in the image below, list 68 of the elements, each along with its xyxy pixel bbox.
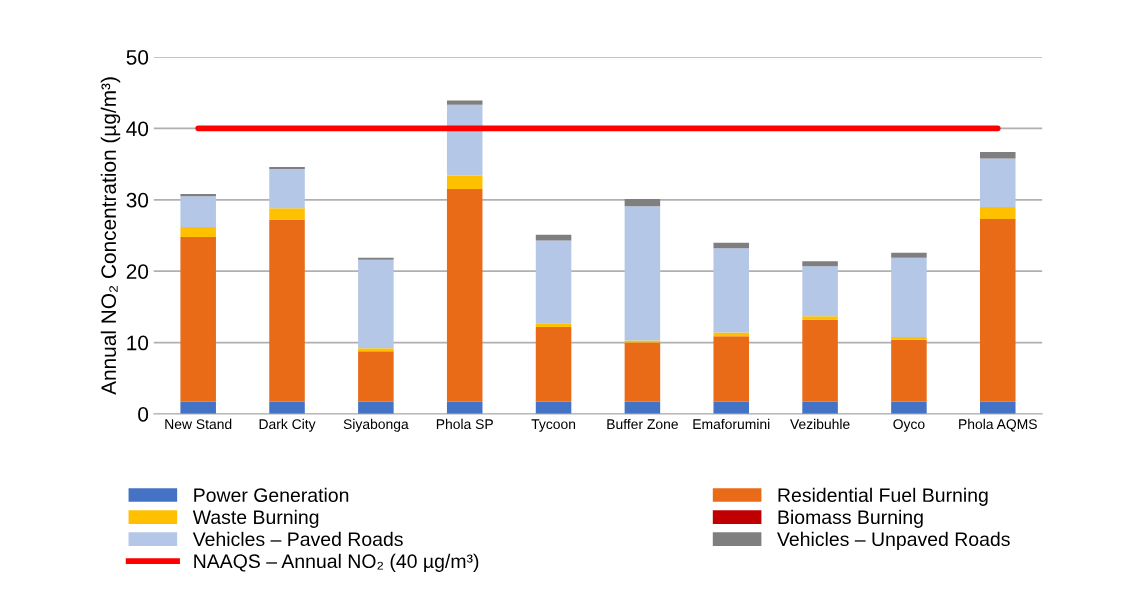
legend-label: Power Generation	[194, 487, 349, 503]
bar	[802, 401, 838, 414]
x-tick-label: New Stand	[165, 418, 232, 430]
bar	[535, 326, 572, 402]
bar	[446, 189, 483, 402]
bar	[802, 316, 838, 320]
bar	[269, 401, 305, 414]
legend-label: NAAQS – Annual NO₂ (40 µg/m³)	[194, 553, 479, 572]
legend-label: Biomass Burning	[778, 509, 923, 528]
bar	[980, 206, 1016, 220]
y-tick-label: 50	[126, 50, 149, 65]
x-tick-label: Phola AQMS	[959, 418, 1037, 432]
y-tick-label: 20	[126, 264, 149, 279]
bar	[358, 351, 394, 402]
bar	[446, 100, 483, 105]
bar	[802, 266, 838, 317]
bar	[624, 342, 661, 402]
y-tick-label: 40	[126, 121, 149, 137]
y-tick-label: 30	[126, 192, 149, 208]
x-tick-label: Dark City	[259, 418, 316, 432]
bar	[980, 158, 1016, 207]
bar	[269, 208, 305, 220]
bar	[269, 166, 305, 170]
y-axis-title: Annual NO₂ Concentration (µg/m³)	[100, 77, 121, 395]
bar	[269, 219, 305, 402]
bar	[180, 401, 216, 414]
bar	[891, 257, 927, 337]
x-tick-label: Buffer Zone	[607, 418, 678, 430]
bar	[358, 259, 394, 349]
bar	[535, 240, 572, 324]
x-tick-label: Emaforumini	[693, 418, 770, 430]
bar	[713, 336, 750, 402]
bar	[535, 323, 572, 327]
bar	[891, 401, 927, 414]
bar	[980, 219, 1016, 402]
bar	[358, 257, 394, 260]
x-tick-label: Oyco	[893, 419, 925, 432]
bar	[713, 248, 750, 333]
bar	[980, 401, 1016, 414]
legend-label: Residential Fuel Burning	[778, 487, 988, 506]
x-tick-label: Vezibuhle	[790, 418, 850, 430]
bar	[624, 199, 661, 207]
bar	[358, 401, 394, 414]
bar	[802, 319, 838, 402]
y-tick-label: 0	[138, 407, 149, 422]
bar	[180, 194, 216, 197]
bar	[624, 206, 661, 341]
bar	[891, 336, 927, 340]
x-tick-label: Siyabonga	[343, 418, 409, 432]
x-tick-label: Tycoon	[531, 419, 576, 432]
bar	[180, 236, 216, 402]
bar	[180, 196, 216, 227]
bar	[802, 261, 838, 267]
legend-label: Vehicles – Paved Roads	[192, 531, 403, 547]
legend-label: Vehicles – Unpaved Roads	[777, 531, 1010, 550]
bar	[624, 340, 661, 343]
x-tick-label: Phola SP	[436, 418, 493, 430]
legend-label: Waste Burning	[192, 509, 319, 528]
bar	[713, 401, 750, 414]
bar	[446, 175, 483, 190]
bar	[269, 169, 305, 209]
bar	[891, 339, 927, 402]
bar	[891, 252, 927, 258]
y-tick-label: 10	[127, 335, 149, 351]
bar	[446, 104, 483, 176]
bar	[358, 348, 394, 352]
bar	[180, 226, 216, 237]
bar	[980, 151, 1016, 159]
